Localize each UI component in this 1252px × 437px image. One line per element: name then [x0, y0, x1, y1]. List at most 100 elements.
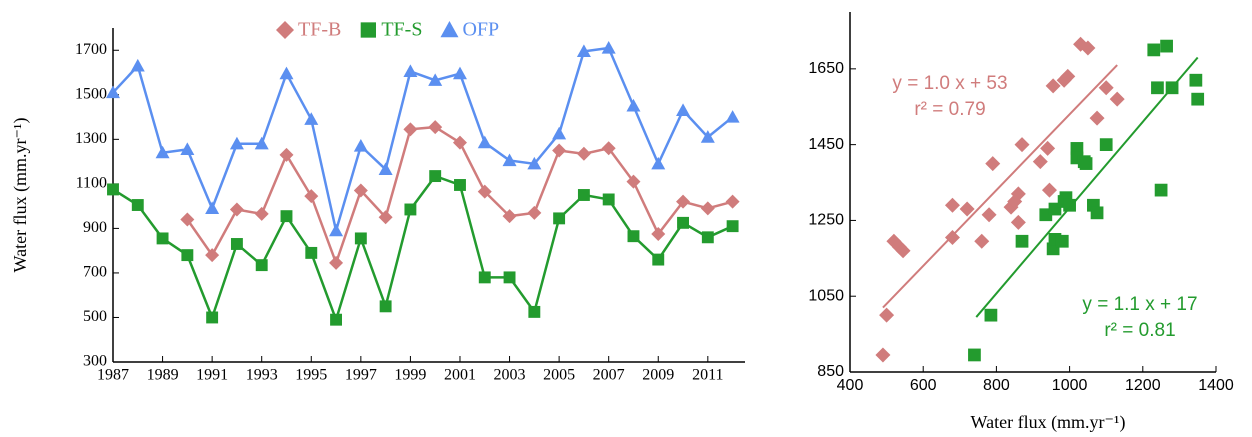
annotation: r² = 0.81 — [1104, 320, 1175, 341]
marker — [700, 201, 715, 216]
x-tick-label: 1995 — [295, 367, 327, 384]
marker — [1014, 137, 1030, 153]
marker — [255, 259, 268, 272]
y-tick-label: 500 — [83, 308, 107, 325]
marker — [279, 66, 294, 80]
marker — [503, 271, 516, 284]
x-tick-label: 1400 — [1198, 377, 1234, 394]
marker — [106, 85, 120, 99]
marker — [651, 156, 666, 170]
marker — [155, 145, 170, 159]
marker — [1010, 214, 1026, 230]
marker — [403, 122, 418, 137]
marker — [502, 153, 517, 167]
marker — [1080, 40, 1096, 56]
marker — [552, 126, 567, 140]
marker — [130, 58, 145, 72]
marker — [1041, 182, 1057, 198]
marker — [576, 146, 591, 161]
y-tick-label: 1050 — [808, 287, 844, 304]
marker — [959, 201, 975, 217]
x-tick-label: 1991 — [196, 367, 228, 384]
marker — [477, 184, 492, 199]
legend-label: TF-B — [298, 19, 341, 41]
marker — [1098, 80, 1114, 96]
marker — [502, 209, 517, 224]
marker — [944, 197, 960, 213]
marker — [528, 305, 541, 318]
marker — [677, 216, 689, 229]
x-tick-label: 1993 — [246, 367, 278, 384]
marker — [676, 194, 691, 209]
legend-label: OFP — [462, 19, 499, 41]
x-tick-label: 1200 — [1125, 377, 1161, 394]
legend-label: TF-S — [381, 19, 422, 41]
marker — [181, 249, 194, 262]
x-tick-label: 1989 — [147, 367, 179, 384]
annotation: y = 1.1 x + 17 — [1082, 294, 1197, 315]
marker — [280, 210, 293, 223]
x-tick-label: 800 — [983, 377, 1010, 394]
marker — [329, 223, 344, 237]
marker — [454, 179, 466, 191]
legend-marker — [360, 22, 376, 38]
y-tick-label: 1450 — [808, 136, 844, 153]
marker — [353, 183, 368, 198]
marker — [1010, 186, 1026, 202]
annotation: r² = 0.79 — [914, 99, 985, 120]
y-tick-label: 1650 — [808, 60, 844, 77]
marker — [304, 189, 319, 204]
marker — [180, 142, 195, 155]
marker — [676, 103, 691, 116]
marker — [879, 307, 895, 323]
legend-marker — [276, 21, 294, 39]
marker — [725, 194, 740, 209]
y-tick-label: 1700 — [75, 41, 107, 58]
marker — [974, 233, 990, 249]
marker — [1191, 92, 1205, 106]
y-tick-label: 1100 — [76, 175, 107, 192]
marker — [478, 271, 491, 284]
x-tick-label: 2001 — [444, 367, 476, 384]
marker — [404, 203, 417, 216]
marker — [230, 238, 243, 250]
marker — [1015, 234, 1029, 248]
y-tick-label: 300 — [83, 353, 107, 370]
marker — [626, 174, 641, 189]
marker — [229, 136, 244, 150]
x-tick-label: 1999 — [394, 367, 426, 384]
x-tick-label: 2005 — [543, 367, 575, 384]
x-tick-label: 600 — [910, 377, 937, 394]
marker — [726, 220, 739, 233]
marker — [1151, 81, 1164, 95]
marker — [156, 232, 169, 245]
marker — [477, 135, 492, 149]
y-tick-label: 850 — [817, 363, 844, 380]
marker — [527, 156, 542, 170]
y-tick-label: 700 — [83, 264, 107, 281]
marker — [552, 143, 567, 158]
marker — [329, 255, 344, 270]
marker — [725, 110, 740, 123]
marker — [1147, 43, 1161, 57]
marker — [378, 162, 393, 175]
x-tick-label: 2009 — [642, 367, 674, 384]
fit-line — [882, 64, 1118, 309]
marker — [428, 73, 443, 86]
marker — [452, 135, 467, 150]
marker — [428, 120, 443, 135]
x-tick-label: 400 — [837, 377, 864, 394]
marker — [601, 141, 616, 156]
x-tick-label: 2011 — [692, 367, 723, 384]
marker — [602, 193, 615, 206]
x-tick-label: 1987 — [97, 367, 129, 384]
marker — [279, 147, 294, 162]
marker — [1045, 78, 1061, 94]
marker — [1055, 234, 1069, 248]
legend-marker — [440, 21, 459, 38]
marker — [1032, 154, 1048, 170]
marker — [700, 130, 715, 143]
marker — [985, 156, 1001, 172]
y-tick-label: 1300 — [75, 130, 107, 147]
